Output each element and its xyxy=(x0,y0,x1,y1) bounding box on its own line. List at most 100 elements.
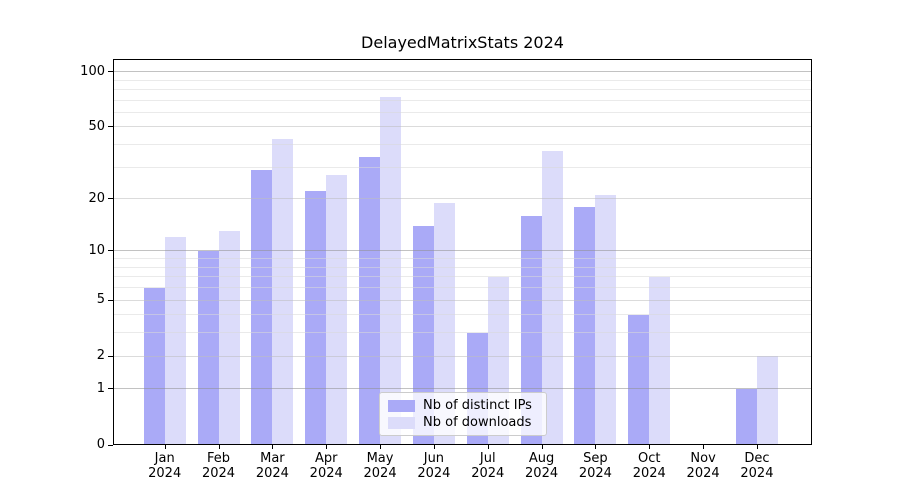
bar-nb-of-distinct-ips-may xyxy=(359,157,381,445)
legend-label-1: Nb of downloads xyxy=(423,415,532,430)
x-tick-month: Jul xyxy=(479,451,496,466)
x-tick-mark-feb xyxy=(218,445,220,449)
gridline-2 xyxy=(113,355,812,357)
chart-title: DelayedMatrixStats 2024 xyxy=(361,33,564,52)
y-tick-mark-5 xyxy=(108,299,113,301)
gridline-5 xyxy=(113,299,812,301)
x-tick-year: 2024 xyxy=(148,466,182,481)
y-tick-mark-20 xyxy=(108,198,113,200)
gridline-80 xyxy=(113,88,812,90)
x-tick-year: 2024 xyxy=(417,466,451,481)
x-tick-mark-dec xyxy=(756,445,758,449)
x-tick-month: Sep xyxy=(583,451,608,466)
x-tick-year: 2024 xyxy=(740,466,774,481)
y-tick-label-100: 100 xyxy=(80,63,105,79)
gridline-30 xyxy=(113,166,812,168)
legend-item-1: Nb of downloads xyxy=(388,415,538,430)
bar-nb-of-distinct-ips-oct xyxy=(628,314,650,445)
bar-nb-of-distinct-ips-aug xyxy=(520,215,542,445)
gridline-8 xyxy=(113,266,812,268)
bar-nb-of-downloads-sep xyxy=(595,194,617,445)
plot-area xyxy=(113,59,812,445)
bar-nb-of-downloads-mar xyxy=(272,138,294,445)
bar-nb-of-downloads-aug xyxy=(541,150,563,445)
gridline-10 xyxy=(113,250,812,252)
x-tick-mark-nov xyxy=(703,445,705,449)
gridline-4 xyxy=(113,314,812,316)
legend: Nb of distinct IPs Nb of downloads xyxy=(379,392,547,436)
x-tick-month: Aug xyxy=(528,451,555,466)
gridline-50 xyxy=(113,126,812,128)
x-tick-year: 2024 xyxy=(578,466,612,481)
gridline-20 xyxy=(113,198,812,200)
x-tick-month: Feb xyxy=(207,451,231,466)
bar-nb-of-downloads-jan xyxy=(164,237,186,445)
x-tick-label-jan: Jan 2024 xyxy=(129,451,201,481)
x-tick-mark-jun xyxy=(433,445,435,449)
x-tick-label-jun: Jun 2024 xyxy=(398,451,470,481)
legend-item-0: Nb of distinct IPs xyxy=(388,398,538,413)
gridline-3 xyxy=(113,332,812,334)
gridline-9 xyxy=(113,258,812,260)
x-tick-label-nov: Nov 2024 xyxy=(667,451,739,481)
x-tick-mark-mar xyxy=(272,445,274,449)
x-tick-label-oct: Oct 2024 xyxy=(613,451,685,481)
bar-nb-of-distinct-ips-jun xyxy=(412,225,434,445)
x-tick-mark-apr xyxy=(326,445,328,449)
bar-nb-of-distinct-ips-dec xyxy=(735,388,757,445)
x-tick-year: 2024 xyxy=(686,466,720,481)
bar-nb-of-downloads-feb xyxy=(218,231,240,445)
bar-nb-of-distinct-ips-sep xyxy=(574,206,596,445)
x-tick-year: 2024 xyxy=(309,466,343,481)
x-tick-month: Nov xyxy=(690,451,716,466)
gridline-60 xyxy=(113,111,812,113)
x-tick-month: Dec xyxy=(744,451,770,466)
bar-nb-of-downloads-apr xyxy=(326,175,348,445)
y-tick-label-2: 2 xyxy=(96,348,105,364)
x-tick-mark-jul xyxy=(487,445,489,449)
bar-nb-of-distinct-ips-mar xyxy=(251,169,273,445)
bar-nb-of-distinct-ips-jan xyxy=(143,287,165,445)
y-tick-label-5: 5 xyxy=(96,292,105,308)
legend-swatch-0 xyxy=(388,399,415,412)
x-tick-year: 2024 xyxy=(632,466,666,481)
y-tick-mark-10 xyxy=(108,250,113,252)
y-tick-mark-0 xyxy=(108,444,113,446)
gridline-40 xyxy=(113,144,812,146)
y-tick-label-50: 50 xyxy=(88,118,105,134)
x-tick-label-sep: Sep 2024 xyxy=(559,451,631,481)
x-tick-month: Oct xyxy=(638,451,661,466)
x-tick-month: Apr xyxy=(314,451,338,466)
y-tick-label-0: 0 xyxy=(96,437,105,452)
gridline-6 xyxy=(113,287,812,289)
gridline-100 xyxy=(113,71,812,73)
legend-label-0: Nb of distinct IPs xyxy=(423,398,532,413)
y-tick-label-10: 10 xyxy=(88,242,105,258)
x-tick-mark-jan xyxy=(164,445,166,449)
x-tick-year: 2024 xyxy=(471,466,505,481)
y-tick-mark-50 xyxy=(108,126,113,128)
gridline-1 xyxy=(113,388,812,390)
x-tick-label-feb: Feb 2024 xyxy=(183,451,255,481)
bar-nb-of-downloads-oct xyxy=(649,276,671,445)
bar-nb-of-downloads-dec xyxy=(756,356,778,445)
x-tick-label-dec: Dec 2024 xyxy=(721,451,793,481)
x-tick-year: 2024 xyxy=(201,466,236,481)
y-tick-mark-1 xyxy=(108,388,113,390)
bar-nb-of-distinct-ips-apr xyxy=(305,191,327,445)
x-tick-label-aug: Aug 2024 xyxy=(506,451,578,481)
gridline-7 xyxy=(113,276,812,278)
legend-swatch-1 xyxy=(388,416,415,429)
x-tick-mark-may xyxy=(380,445,382,449)
x-tick-mark-sep xyxy=(595,445,597,449)
y-tick-label-20: 20 xyxy=(88,190,105,206)
x-tick-month: Mar xyxy=(260,451,285,466)
x-tick-mark-oct xyxy=(649,445,651,449)
x-tick-mark-aug xyxy=(541,445,543,449)
x-tick-year: 2024 xyxy=(525,466,559,481)
gridline-70 xyxy=(113,99,812,101)
y-tick-mark-100 xyxy=(108,71,113,73)
x-tick-year: 2024 xyxy=(255,466,289,481)
y-tick-mark-2 xyxy=(108,355,113,357)
